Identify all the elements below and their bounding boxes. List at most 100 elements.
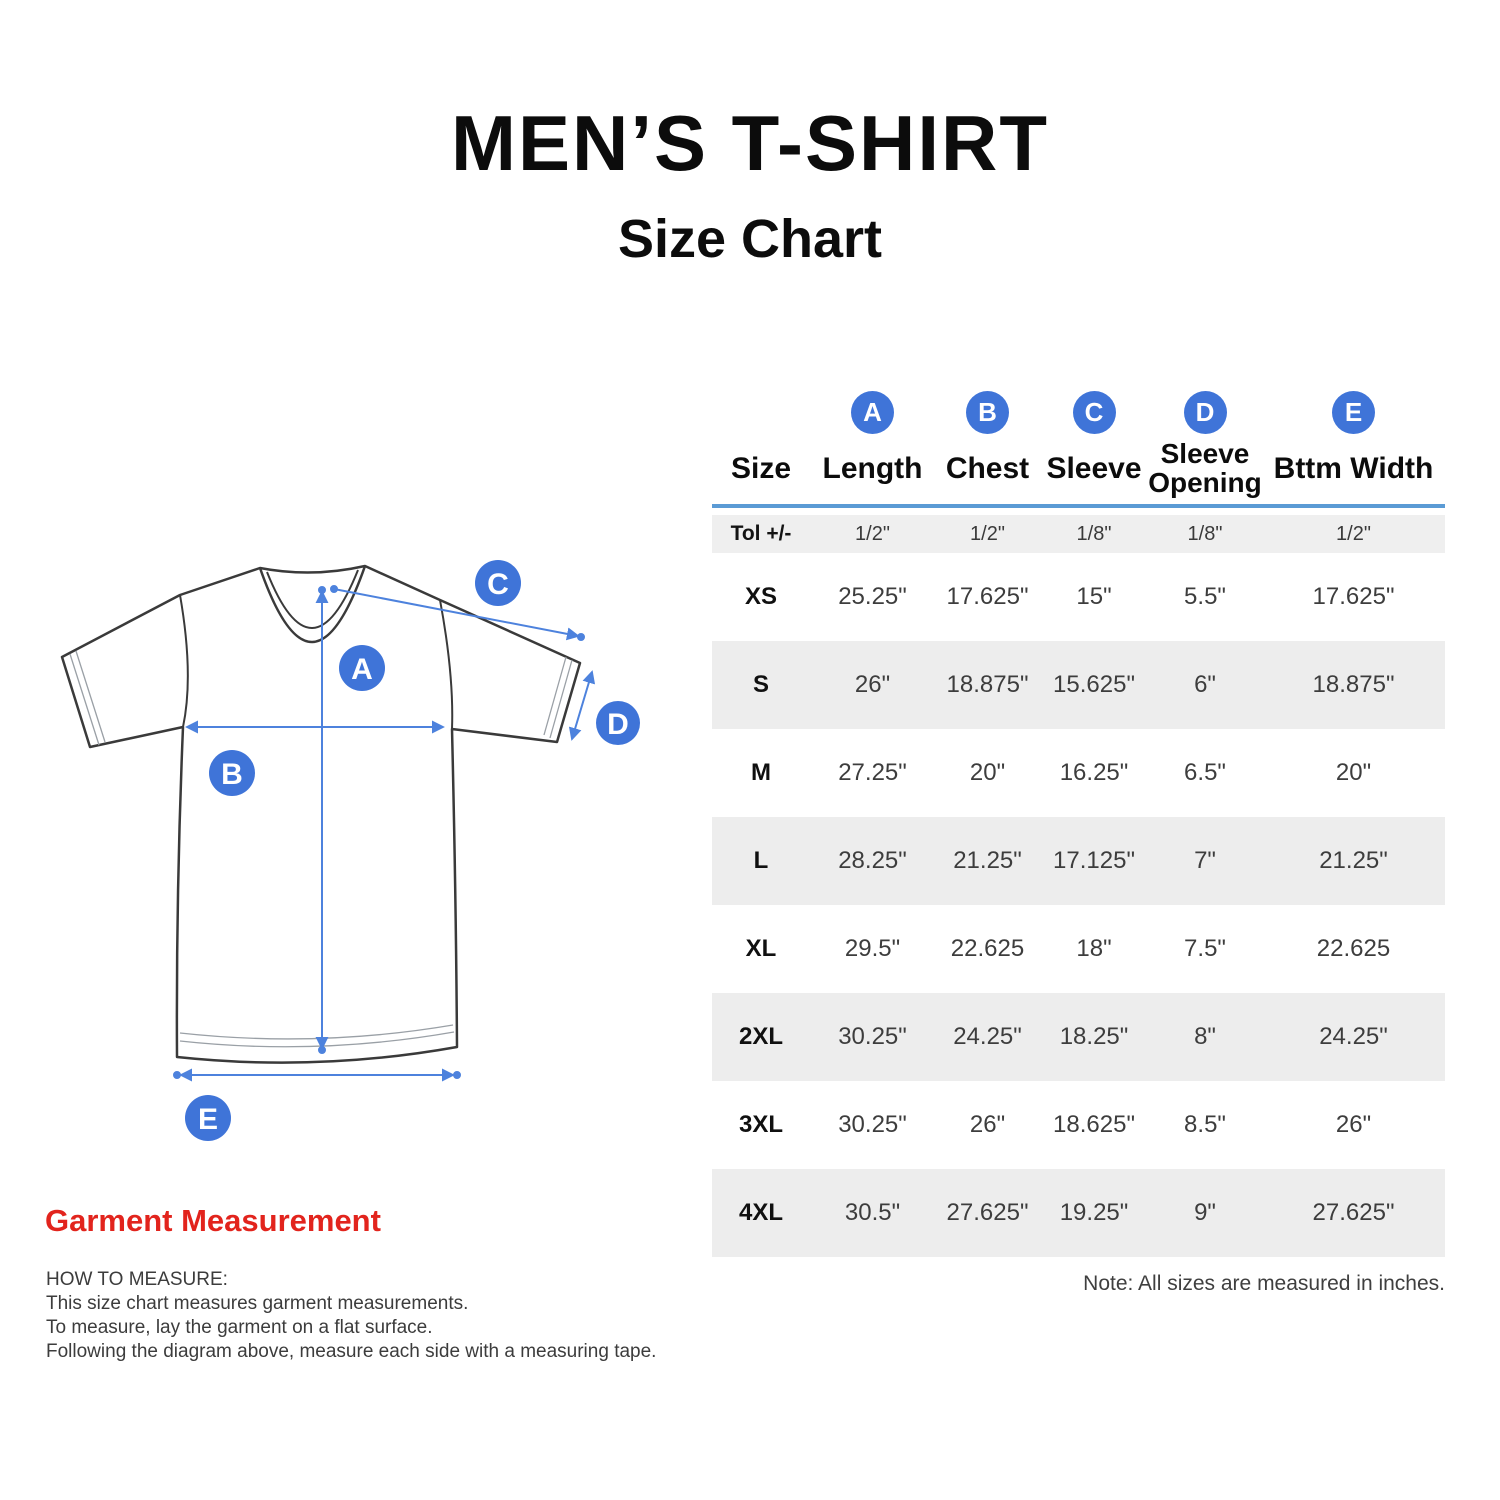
how-to-measure-block: HOW TO MEASURE: This size chart measures… bbox=[46, 1268, 656, 1364]
tshirt-seams bbox=[179, 594, 454, 730]
sleeve-opening-line-d bbox=[568, 670, 596, 741]
table-row: L 28.25" 21.25" 17.125" 7" 21.25" bbox=[712, 817, 1445, 906]
table-row: XS 25.25" 17.625" 15" 5.5" 17.625" bbox=[712, 553, 1445, 641]
how-to-measure-line: Following the diagram above, measure eac… bbox=[46, 1341, 657, 1362]
marker-badge-b: B bbox=[209, 750, 255, 796]
size-cell: L bbox=[753, 847, 769, 875]
sleeve-opening-cell: 6" bbox=[1194, 671, 1216, 699]
size-cell: 3XL bbox=[738, 1111, 783, 1139]
marker-cell: D bbox=[1148, 390, 1262, 434]
sleeve-opening-cell: 8" bbox=[1194, 1023, 1216, 1051]
measurement-lines bbox=[173, 585, 596, 1082]
svg-text:D: D bbox=[607, 708, 629, 741]
bttm-width-cell: 20" bbox=[1335, 759, 1372, 787]
length-cell: 26" bbox=[854, 671, 891, 699]
table-row: S 26" 18.875" 15.625" 6" 18.875" bbox=[712, 641, 1445, 730]
size-cell: M bbox=[751, 759, 771, 787]
bttm-width-cell: 26" bbox=[1335, 1111, 1372, 1139]
column-header-size: Size bbox=[730, 451, 792, 485]
tolerance-value: 1/8" bbox=[1187, 522, 1223, 545]
tolerance-row: Tol +/- 1/2" 1/2" 1/8" 1/8" 1/2" bbox=[712, 515, 1445, 554]
size-cell: 4XL bbox=[738, 1199, 783, 1227]
length-cell: 30.25" bbox=[838, 1023, 907, 1051]
svg-text:A: A bbox=[351, 653, 373, 686]
size-cell: S bbox=[752, 671, 769, 699]
table-row: 4XL 30.5" 27.625" 19.25" 9" 27.625" bbox=[712, 1169, 1445, 1258]
sleeve-cell: 18.25" bbox=[1059, 1023, 1129, 1051]
tolerance-label: Tol +/- bbox=[730, 522, 792, 546]
sleeve-opening-cell: 7.5" bbox=[1184, 935, 1226, 963]
sleeve-line-c bbox=[333, 588, 580, 641]
length-cell: 28.25" bbox=[838, 847, 907, 875]
sleeve-opening-cell: 6.5" bbox=[1184, 759, 1226, 787]
how-to-measure-line: To measure, lay the garment on a flat su… bbox=[46, 1317, 433, 1338]
marker-badge-e: E bbox=[185, 1095, 231, 1141]
table-row: 3XL 30.25" 26" 18.625" 8.5" 26" bbox=[712, 1081, 1445, 1169]
svg-text:E: E bbox=[198, 1103, 218, 1136]
table-header-row: Size Length Chest Sleeve Sleeve Opening … bbox=[712, 439, 1445, 497]
chest-cell: 22.625 bbox=[950, 935, 1025, 963]
column-header-sleeve: Sleeve bbox=[1046, 451, 1142, 485]
table-row: XL 29.5" 22.625 18" 7.5" 22.625 bbox=[712, 905, 1445, 993]
bttm-width-cell: 27.625" bbox=[1312, 1199, 1395, 1227]
size-cell: 2XL bbox=[738, 1023, 783, 1051]
tshirt-measurement-diagram: A B C D E bbox=[60, 560, 640, 1141]
tolerance-value: 1/2" bbox=[1336, 522, 1371, 545]
size-table: A B C D E Size Length Chest Sleeve Sleev… bbox=[712, 390, 1445, 1258]
size-cell: XL bbox=[745, 935, 777, 963]
marker-cell: B bbox=[935, 390, 1040, 434]
table-row: 2XL 30.25" 24.25" 18.25" 8" 24.25" bbox=[712, 993, 1445, 1082]
sleeve-cell: 17.125" bbox=[1053, 847, 1135, 875]
table-marker-row: A B C D E bbox=[712, 390, 1445, 434]
marker-cell: A bbox=[810, 390, 935, 434]
garment-measurement-heading: Garment Measurement bbox=[45, 1203, 381, 1238]
page-title: MEN’S T-SHIRT bbox=[450, 99, 1049, 187]
tolerance-value: 1/2" bbox=[855, 522, 890, 545]
column-marker-badge-a: A bbox=[851, 390, 894, 434]
sleeve-opening-cell: 9" bbox=[1194, 1199, 1216, 1227]
how-to-measure-heading: HOW TO MEASURE: bbox=[46, 1269, 228, 1290]
sleeve-cell: 15.625" bbox=[1053, 671, 1135, 699]
table-body: XS 25.25" 17.625" 15" 5.5" 17.625" S 26"… bbox=[712, 553, 1445, 1258]
marker-badge-a: A bbox=[339, 645, 385, 691]
chest-cell: 20" bbox=[969, 759, 1006, 787]
sleeve-cell: 16.25" bbox=[1059, 759, 1129, 787]
chest-cell: 17.625" bbox=[946, 583, 1029, 611]
length-cell: 29.5" bbox=[844, 935, 901, 963]
column-marker-badge-c: C bbox=[1072, 390, 1116, 434]
page-subtitle: Size Chart bbox=[617, 209, 883, 269]
chest-cell: 24.25" bbox=[953, 1023, 1022, 1051]
table-row: M 27.25" 20" 16.25" 6.5" 20" bbox=[712, 729, 1445, 817]
length-cell: 30.25" bbox=[838, 1111, 907, 1139]
length-cell: 27.25" bbox=[838, 759, 907, 787]
svg-text:B: B bbox=[221, 758, 243, 791]
sleeve-cell: 19.25" bbox=[1059, 1199, 1129, 1227]
sleeve-cell: 18" bbox=[1076, 935, 1112, 963]
sleeve-opening-cell: 5.5" bbox=[1184, 583, 1226, 611]
sleeve-cell: 15" bbox=[1076, 583, 1112, 611]
svg-text:C: C bbox=[487, 568, 509, 601]
bttm-width-cell: 24.25" bbox=[1319, 1023, 1388, 1051]
bttm-width-cell: 17.625" bbox=[1312, 583, 1395, 611]
sleeve-opening-cell: 8.5" bbox=[1184, 1111, 1226, 1139]
chest-cell: 26" bbox=[969, 1111, 1006, 1139]
sleeve-opening-cell: 7" bbox=[1194, 847, 1216, 875]
tolerance-value: 1/2" bbox=[970, 522, 1005, 545]
column-header-chest: Chest bbox=[945, 451, 1030, 485]
bttm-width-cell: 22.625 bbox=[1316, 935, 1391, 963]
column-marker-badge-b: B bbox=[966, 390, 1009, 434]
marker-badge-c: C bbox=[475, 560, 521, 606]
marker-cell: C bbox=[1040, 390, 1148, 434]
column-header-length: Length bbox=[822, 451, 923, 485]
marker-cell: E bbox=[1262, 390, 1445, 434]
length-cell: 25.25" bbox=[838, 583, 907, 611]
bttm-width-cell: 18.875" bbox=[1312, 671, 1395, 699]
length-cell: 30.5" bbox=[844, 1199, 901, 1227]
column-marker-badge-e: E bbox=[1332, 390, 1375, 434]
marker-cell-empty bbox=[712, 390, 810, 434]
sleeve-cell: 18.625" bbox=[1053, 1111, 1135, 1139]
tshirt-collar bbox=[258, 565, 367, 644]
diagram-marker-badges: A B C D E bbox=[185, 560, 640, 1141]
table-note: Note: All sizes are measured in inches. bbox=[1083, 1272, 1445, 1295]
